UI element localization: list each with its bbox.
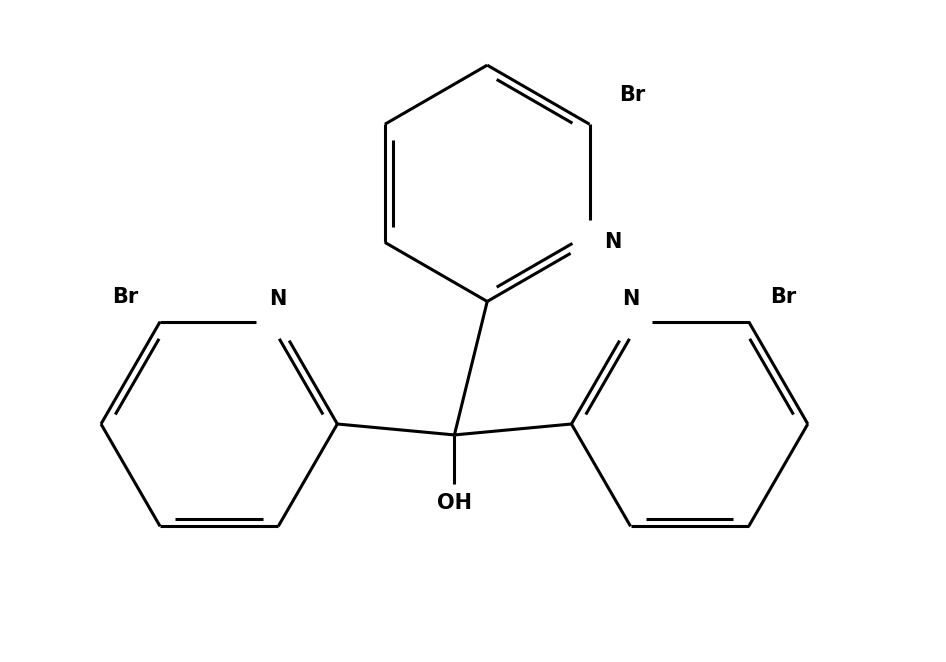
Text: N: N	[270, 289, 287, 308]
Text: OH: OH	[437, 493, 472, 513]
Text: N: N	[604, 232, 622, 252]
Text: Br: Br	[112, 287, 138, 307]
Text: N: N	[622, 289, 639, 308]
Text: Br: Br	[619, 85, 645, 105]
Text: Br: Br	[771, 287, 797, 307]
